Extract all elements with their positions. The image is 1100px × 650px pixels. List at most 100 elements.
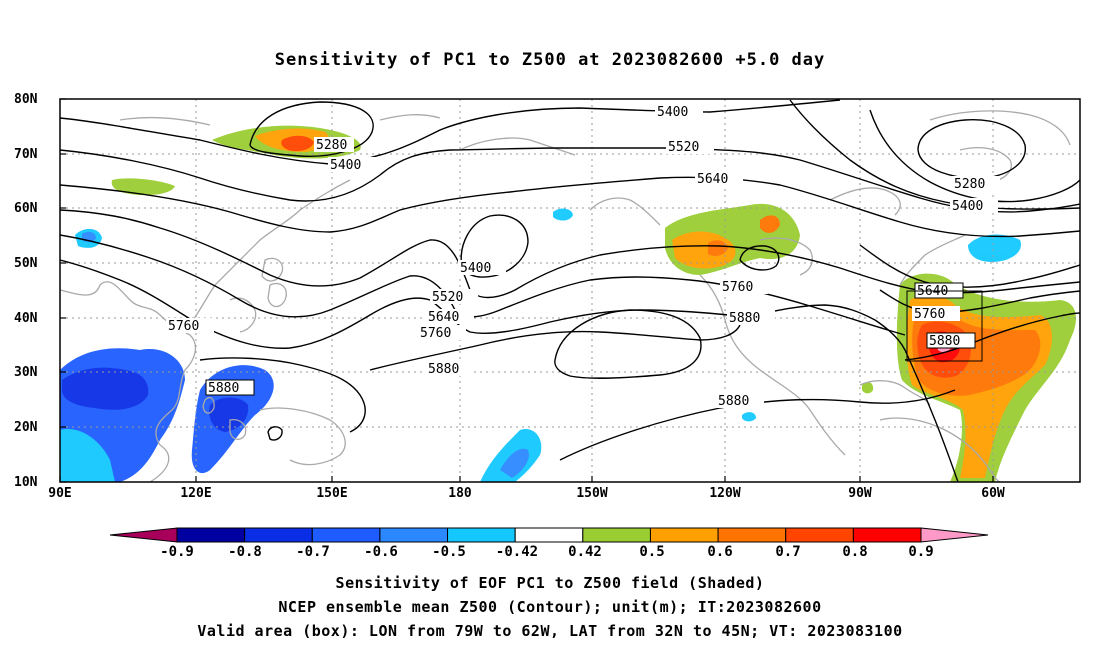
contour-5880-atlantic (904, 312, 1080, 361)
contour-label: 5760 (168, 319, 199, 334)
contour-5400-lowA (460, 214, 529, 278)
contour-5760-mid (60, 259, 761, 349)
axis-ticks (59, 98, 994, 483)
contour-5880-mid (369, 324, 741, 371)
contour-5640-north (60, 176, 1080, 238)
negative-region-asia-edge (60, 429, 115, 482)
contour-5640-atlantic (859, 244, 1080, 288)
colorbar (109, 527, 989, 543)
negative-region-small2 (742, 412, 756, 422)
contour-label: 5880 (729, 311, 760, 326)
contour-5400-north (60, 99, 841, 165)
contour-label: 5520 (668, 140, 699, 155)
contour-label: 5640 (428, 310, 459, 325)
colorbar-segment (582, 527, 651, 543)
contour-5400-small (739, 245, 780, 271)
contour-5520-atlantic (789, 99, 1080, 210)
lat-label-30n: 30N (14, 365, 38, 380)
colorbar-segment (244, 527, 313, 543)
lat-label-70n: 70N (14, 147, 38, 162)
contour-label: 5400 (657, 105, 688, 120)
lat-label-80n: 80N (14, 92, 38, 107)
positive-region-east-siberia-core (281, 135, 314, 152)
caption-line-1: Sensitivity of EOF PC1 to Z500 field (Sh… (335, 574, 765, 592)
colorbar-label: 0.9 (908, 544, 934, 560)
contour-label: 5760 (420, 326, 451, 341)
contour-label: 5400 (330, 158, 361, 173)
lon-label-90e: 90E (48, 486, 72, 501)
lon-label-60w: 60W (981, 486, 1005, 501)
negative-region-philippines-core (209, 397, 249, 432)
colorbar-segment (311, 527, 381, 543)
lat-label-60n: 60N (14, 201, 38, 216)
colorbar-right-arrow (920, 527, 989, 543)
contour-label: 5880 (208, 381, 239, 396)
contour-label: 5400 (952, 199, 983, 214)
colorbar-label: -0.8 (228, 544, 262, 560)
colorbar-label: -0.6 (364, 544, 398, 560)
contour-label: 5880 (428, 362, 459, 377)
contour-5400-atlantic (869, 109, 1080, 203)
colorbar-segment (717, 527, 787, 543)
colorbar-label: 0.42 (568, 544, 602, 560)
contour-label: 5880 (929, 334, 960, 349)
contour-5880-high (554, 309, 702, 379)
lat-label-40n: 40N (14, 311, 38, 326)
positive-region-north-america-core (708, 240, 728, 256)
colorbar-segment (447, 527, 516, 543)
colorbar-label: 0.8 (842, 544, 868, 560)
contour-5760-east (739, 304, 959, 482)
colorbar-label: 0.6 (707, 544, 733, 560)
colorbar-label: 0.5 (639, 544, 665, 560)
valid-area-box (906, 290, 983, 362)
negative-region-small1 (553, 208, 573, 221)
colorbar-segment (176, 527, 246, 543)
lat-label-50n: 50N (14, 256, 38, 271)
contour-5280-atlantic (917, 119, 1026, 179)
negative-region-asia-core (62, 367, 149, 410)
contour-label: 5400 (460, 261, 491, 276)
map-frame (59, 98, 1081, 483)
contour-5880-south (559, 389, 956, 461)
lat-label-20n: 20N (14, 420, 38, 435)
colorbar-segment (379, 527, 449, 543)
map-title: Sensitivity of PC1 to Z500 at 2023082600… (274, 50, 826, 70)
contour-5280-siberia (249, 101, 374, 157)
colorbar-left-arrow (109, 527, 178, 543)
contour-label: 5520 (432, 290, 463, 305)
contour-5520-north (60, 147, 1080, 213)
colorbar-label: -0.5 (432, 544, 466, 560)
contour-label: 5640 (697, 172, 728, 187)
positive-region-small-gulf (862, 382, 874, 394)
lon-label-150e: 150E (316, 486, 348, 501)
negative-region-pacific-south-core (500, 448, 529, 478)
colorbar-label: -0.9 (160, 544, 194, 560)
colorbar-label: -0.42 (495, 544, 539, 560)
colorbar-label: 0.7 (775, 544, 801, 560)
contour-label: 5760 (722, 280, 753, 295)
contour-5880-pacific (199, 357, 366, 433)
colorbar-segment (785, 527, 854, 543)
contour-label: 5280 (316, 138, 347, 153)
contour-small-loop (267, 426, 283, 441)
lat-label-10n: 10N (14, 475, 38, 490)
lon-label-120w: 120W (709, 486, 741, 501)
caption-line-3: Valid area (box): LON from 79W to 62W, L… (197, 622, 903, 640)
caption-line-2: NCEP ensemble mean Z500 (Contour); unit(… (278, 598, 822, 616)
contour-5760-atlantic (879, 289, 1080, 314)
colorbar-segment (514, 527, 584, 543)
colorbar-segment (852, 527, 922, 543)
lon-label-180: 180 (448, 486, 472, 501)
colorbar-label: -0.7 (296, 544, 330, 560)
colorbar-segment (649, 527, 719, 543)
contour-labels: 5280 5400 5400 5520 5640 5760 5880 5400 … (168, 105, 986, 409)
positive-region-north-america-east (760, 215, 780, 233)
contour-label: 5760 (914, 307, 945, 322)
lon-label-120e: 120E (180, 486, 212, 501)
negative-region-atlantic (968, 234, 1021, 262)
contour-label: 5280 (954, 177, 985, 192)
z500-contours (60, 99, 1080, 482)
lon-label-90w: 90W (848, 486, 872, 501)
coastlines (60, 110, 1071, 482)
